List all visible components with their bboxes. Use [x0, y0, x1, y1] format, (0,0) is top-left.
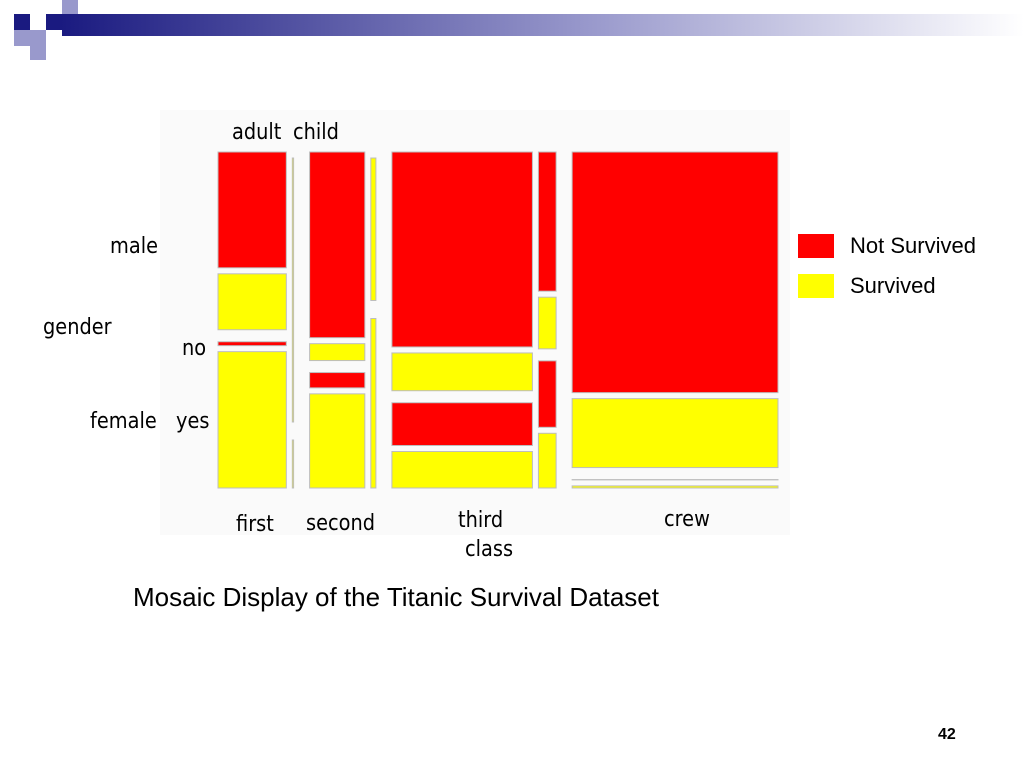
header-square	[30, 46, 46, 60]
tile-third-child-female-no	[537, 360, 557, 428]
tile-third-adult-female-yes	[391, 450, 533, 489]
tile-second-adult-female-no	[309, 372, 366, 389]
gender-level-male: male	[110, 234, 159, 259]
gender-level-female: female	[90, 409, 157, 434]
tile-crew-adult-male-no	[571, 151, 779, 394]
class-level-first: first	[236, 512, 274, 537]
tile-second-adult-female-yes	[309, 393, 366, 489]
age-label-adult: adult	[232, 120, 282, 145]
tile-first-adult-female-yes	[217, 351, 287, 489]
survived-level-yes: yes	[176, 409, 210, 434]
tile-second-child-male-yes	[370, 157, 377, 301]
class-axis-label: class	[465, 537, 514, 562]
header-square	[14, 14, 30, 30]
legend-label-not-survived: Not Survived	[850, 233, 976, 258]
tile-crew-adult-female-yes	[571, 485, 779, 489]
age-label-child: child	[293, 120, 339, 145]
class-level-second: second	[306, 511, 376, 536]
legend-swatch-survived	[798, 274, 834, 298]
tile-first-child-male-yes	[291, 157, 295, 423]
tile-first-adult-male-no	[217, 151, 287, 269]
tile-first-adult-male-yes	[217, 273, 287, 331]
legend-swatch-not-survived	[798, 234, 834, 258]
header-square	[46, 30, 62, 46]
header-square	[14, 30, 30, 46]
header-gradient-bar	[60, 14, 1024, 36]
tile-crew-adult-male-yes	[571, 398, 779, 469]
legend-item-not-survived: Not Survived	[798, 233, 976, 259]
header-square	[30, 14, 46, 30]
class-level-crew: crew	[664, 507, 710, 532]
tile-third-adult-female-no	[391, 402, 533, 446]
class-level-third: third	[458, 508, 504, 533]
tile-third-adult-male-yes	[391, 352, 533, 392]
legend-label-survived: Survived	[850, 273, 936, 298]
chart-caption: Mosaic Display of the Titanic Survival D…	[133, 582, 659, 612]
survived-level-no: no	[182, 336, 207, 361]
tile-third-adult-male-no	[391, 151, 533, 348]
tile-second-child-female-yes	[370, 318, 377, 489]
tile-third-child-female-yes	[537, 432, 557, 489]
tile-third-child-male-yes	[537, 296, 557, 350]
header-square	[30, 30, 46, 46]
tile-first-adult-female-no	[217, 341, 287, 347]
header-square	[62, 0, 78, 14]
tile-second-adult-male-no	[309, 151, 366, 339]
header-square	[46, 14, 62, 30]
tile-third-child-male-no	[537, 151, 557, 292]
legend-item-survived: Survived	[798, 273, 936, 299]
gender-axis-label: gender	[43, 315, 112, 340]
tile-second-adult-male-yes	[309, 343, 366, 362]
tile-first-child-female-yes	[291, 439, 295, 489]
header-decoration	[14, 0, 1024, 60]
page-number: 42	[938, 726, 956, 743]
